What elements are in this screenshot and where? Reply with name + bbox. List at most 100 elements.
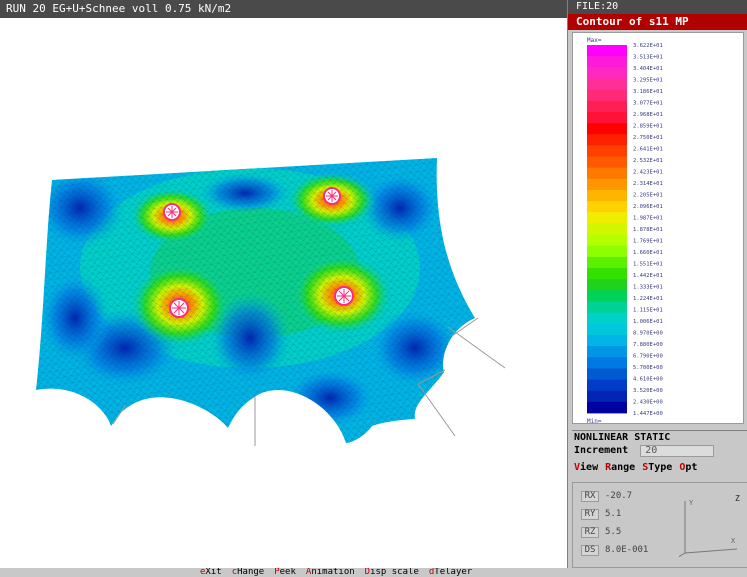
- side-panel: FILE:20 Contour of s11 MP Max= Min= 3.62…: [567, 0, 747, 568]
- coord-key-ds: DS: [581, 545, 599, 556]
- menu-animation[interactable]: Animation: [306, 568, 355, 577]
- increment-field[interactable]: 20: [640, 445, 715, 457]
- menu-exit-label: Xit: [205, 568, 222, 577]
- coord-value-ry[interactable]: 5.1: [605, 509, 622, 519]
- menu-telayer[interactable]: dTelayer: [429, 568, 472, 577]
- legend-swatch: [587, 189, 627, 202]
- menu-range[interactable]: Range: [605, 460, 635, 475]
- legend-swatch: [587, 334, 627, 347]
- legend-swatch: [587, 145, 627, 157]
- menu-peek[interactable]: Peek: [274, 568, 296, 577]
- menu-opt[interactable]: Opt: [679, 460, 697, 475]
- legend-value-label: 2.096E+01: [633, 204, 663, 210]
- legend-swatch: [587, 268, 627, 280]
- menu-peek-key: P: [274, 568, 280, 577]
- legend-value-label: 3.077E+01: [633, 101, 663, 107]
- legend-value-label: 2.859E+01: [633, 124, 663, 130]
- legend-swatch: [587, 279, 627, 291]
- legend-value-label: 1.006E+01: [633, 319, 663, 325]
- legend-value-label: 3.186E+01: [633, 89, 663, 95]
- axis-triad-icon: Y X Z: [679, 494, 740, 558]
- legend-swatch: [587, 178, 627, 191]
- legend-swatch: [587, 368, 627, 380]
- legend-value-label: 2.205E+01: [633, 193, 663, 199]
- legend-min-label: Min=: [587, 418, 602, 425]
- menu-telayer-label: Telayer: [434, 568, 473, 577]
- menu-change-key: c: [231, 568, 238, 577]
- legend-value-label: 2.423E+01: [633, 170, 663, 176]
- bottom-menu-bar: eXit cHange Peek Animation Disp scale dT…: [0, 568, 747, 577]
- legend-value-label: 1.447E+00: [633, 411, 663, 417]
- analysis-type-label: NONLINEAR STATIC: [572, 430, 747, 444]
- legend-swatch: [587, 167, 627, 180]
- legend-value-label: 2.641E+01: [633, 147, 663, 153]
- view-rotation-box: RX -20.7 RY 5.1 RZ 5.5 DS 8.0E-001 Y X Z: [572, 482, 747, 568]
- legend-swatch: [587, 201, 627, 213]
- legend-swatch: [587, 390, 627, 403]
- legend-value-label: 2.430E+00: [633, 400, 663, 406]
- legend-swatch: [587, 89, 627, 102]
- legend-swatch: [587, 245, 627, 258]
- legend-value-label: 3.513E+01: [633, 55, 663, 61]
- legend-value-label: 3.520E+00: [633, 388, 663, 394]
- menu-exit-key: e: [200, 568, 206, 577]
- legend-value-label: 2.532E+01: [633, 158, 663, 164]
- coord-value-ds[interactable]: 8.0E-001: [605, 545, 649, 555]
- menu-animation-key: A: [305, 568, 312, 577]
- legend-swatch: [587, 212, 627, 224]
- side-menu: View Range SType Opt: [572, 460, 747, 475]
- menu-range-key: R: [605, 462, 612, 473]
- menu-range-label: ange: [611, 462, 636, 473]
- menu-disp-scale[interactable]: Disp scale: [365, 568, 419, 577]
- axis-y-label: Y: [689, 499, 694, 507]
- legend-value-label: 1.224E+01: [633, 296, 663, 302]
- coord-row-rz: RZ 5.5: [581, 527, 621, 539]
- membrane-surface: [36, 158, 475, 443]
- menu-view-label: iew: [580, 462, 599, 473]
- menu-telayer-key: d: [428, 568, 435, 577]
- legend-value-label: 1.660E+01: [633, 250, 663, 256]
- menu-stype[interactable]: SType: [642, 460, 672, 475]
- menu-disp-scale-label: isp scale: [370, 568, 419, 577]
- menu-peek-label: eek: [279, 568, 296, 577]
- menu-exit[interactable]: eXit: [200, 568, 222, 577]
- menu-stype-key: S: [642, 462, 649, 473]
- mast-head-2: [323, 187, 341, 205]
- legend-value-label: 1.442E+01: [633, 273, 663, 279]
- increment-row: Increment 20: [572, 444, 747, 458]
- increment-label: Increment: [574, 445, 629, 456]
- legend-value-label: 4.610E+00: [633, 377, 663, 383]
- window-title-bar: RUN 20 EG+U+Schnee voll 0.75 kN/m2: [0, 0, 567, 18]
- legend-swatch: [587, 357, 627, 369]
- menu-animation-label: nimation: [311, 568, 355, 577]
- axis-x-label: X: [731, 537, 736, 545]
- menu-view-key: V: [574, 462, 581, 473]
- menu-opt-key: O: [679, 462, 686, 473]
- coord-row-ds: DS 8.0E-001: [581, 545, 648, 557]
- contour-legend: Max= Min= 3.622E+01 3.513E+01 3.404E+01 3.2…: [572, 32, 744, 425]
- legend-value-label: 7.880E+00: [633, 342, 663, 348]
- coord-value-rz[interactable]: 5.5: [605, 527, 622, 537]
- mast-head-1: [163, 203, 181, 221]
- legend-value-label: 2.968E+01: [633, 112, 663, 118]
- menu-change-label: Hange: [237, 568, 265, 577]
- mast-head-4: [334, 286, 354, 306]
- legend-max-label: Max=: [587, 37, 602, 44]
- legend-swatch: [587, 123, 627, 135]
- menu-view[interactable]: View: [574, 460, 598, 475]
- legend-value-label: 3.622E+01: [633, 43, 663, 49]
- model-viewport[interactable]: [0, 18, 567, 568]
- menu-disp-scale-key: D: [364, 568, 371, 577]
- legend-value-label: 8.970E+00: [633, 331, 663, 337]
- legend-value-label: 1.878E+01: [633, 227, 663, 233]
- legend-swatch: [587, 111, 627, 124]
- coord-value-rx[interactable]: -20.7: [605, 491, 633, 501]
- menu-change[interactable]: cHange: [232, 568, 265, 577]
- legend-swatch: [587, 301, 627, 314]
- legend-swatch: [587, 223, 627, 235]
- coord-row-rx: RX -20.7: [581, 491, 632, 503]
- legend-value-label: 3.404E+01: [633, 66, 663, 72]
- legend-value-label: 1.987E+01: [633, 216, 663, 222]
- legend-graphic: Max= Min= 3.622E+01 3.513E+01 3.404E+01 3.2…: [587, 37, 663, 425]
- legend-swatch: [587, 379, 627, 392]
